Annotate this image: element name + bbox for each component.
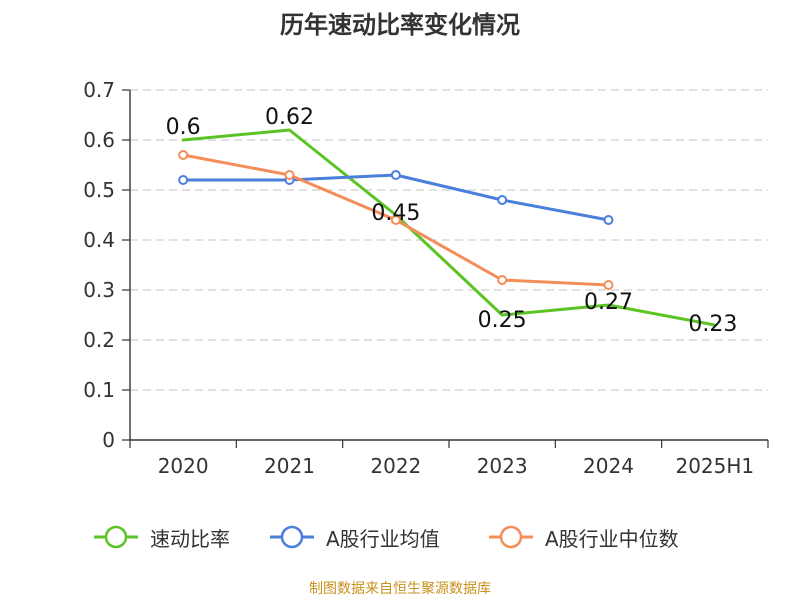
series-line-0 [181, 128, 717, 327]
legend-line-icon [489, 525, 533, 549]
data-label: 0.25 [478, 308, 527, 333]
legend-line-icon [94, 525, 138, 549]
series-point-2 [178, 150, 189, 160]
data-label: 0.23 [688, 312, 737, 337]
legend-item-industry-median[interactable]: A股行业中位数 [487, 520, 679, 554]
axes-layer [122, 89, 769, 448]
series-point-1 [603, 215, 614, 225]
labels-layer: 0 0.1 0.2 0.3 0.4 0.5 0.6 0.7 2020 2021 2022 2023 20… [83, 78, 754, 478]
legend-label-quick-ratio: 速动比率 [150, 526, 230, 551]
x-tick-label: 2025H1 [675, 454, 754, 478]
y-tick-label: 0.2 [83, 328, 115, 352]
legend: 速动比率 A股行业均值 A股行业中位数 [0, 520, 800, 554]
y-tick-label: 0.5 [83, 178, 115, 202]
series-point-2 [603, 280, 614, 290]
x-tick-label: 2022 [370, 454, 421, 478]
legend-item-industry-average[interactable]: A股行业均值 [268, 520, 440, 554]
data-label: 0.45 [371, 201, 420, 226]
x-tick-label: 2024 [583, 454, 634, 478]
legend-line-icon [270, 525, 314, 549]
series-point-2 [497, 275, 508, 285]
series-point-2 [284, 170, 295, 180]
x-tick-label: 2021 [264, 454, 315, 478]
data-label: 0.6 [166, 115, 201, 140]
y-tick-label: 0.1 [83, 378, 115, 402]
data-label: 0.27 [584, 290, 633, 315]
x-tick-label: 2023 [477, 454, 528, 478]
y-tick-label: 0.3 [83, 278, 115, 302]
legend-item-quick-ratio[interactable]: 速动比率 [92, 520, 230, 554]
grid-layer [130, 89, 768, 391]
source-text: 制图数据来自恒生聚源数据库 [309, 581, 491, 597]
y-tick-label: 0.4 [83, 228, 115, 252]
x-tick-label: 2020 [158, 454, 209, 478]
series-point-2 [390, 215, 401, 225]
y-tick-label: 0.7 [83, 78, 115, 102]
y-tick-label: 0.6 [83, 128, 115, 152]
series-layer [178, 128, 717, 327]
series-point-1 [497, 195, 508, 205]
y-tick-label: 0 [102, 428, 115, 452]
legend-label-industry-median: A股行业中位数 [545, 526, 679, 551]
series-point-1 [390, 170, 401, 180]
series-point-1 [178, 175, 189, 185]
data-label: 0.62 [265, 105, 314, 130]
chart-title: 历年速动比率变化情况 [280, 11, 520, 39]
legend-label-industry-average: A股行业均值 [326, 526, 440, 551]
